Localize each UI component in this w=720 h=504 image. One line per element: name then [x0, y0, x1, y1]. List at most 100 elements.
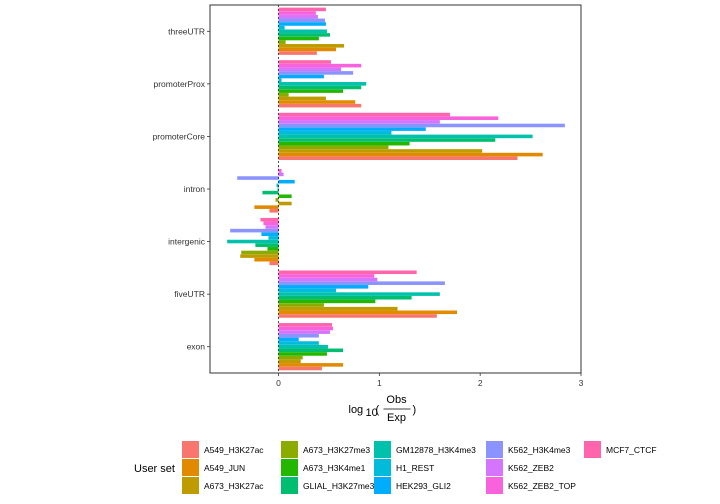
legend-label-GLIAL_H3K27me3: GLIAL_H3K27me3: [303, 481, 375, 491]
bar-promoterCore-K562_ZEB2: [278, 120, 440, 124]
bar-intergenic-K562_ZEB2: [265, 225, 279, 229]
bar-promoterCore-A673_H3K4me1: [278, 141, 410, 146]
bar-promoterProx-K562_ZEB2: [278, 67, 342, 72]
bar-intergenic-MCF7_CTCF: [260, 217, 279, 222]
x-tick-label-2: 2: [478, 378, 483, 388]
bar-promoterProx-A673_H3K4me1: [278, 89, 344, 93]
x-axis-title-close-paren: ): [413, 404, 417, 416]
bar-intergenic-GM12878_H3K4me3: [227, 239, 279, 244]
bar-intron-K562_ZEB2: [278, 172, 284, 177]
bar-promoterProx-H1_REST: [278, 78, 282, 82]
legend-key-A673_H3K27ac: [182, 477, 199, 494]
bar-threeUTR-GM12878_H3K4me3: [278, 29, 327, 34]
bar-fiveUTR-GLIAL_H3K27me3: [278, 295, 412, 300]
axes: exon fiveUTR intergenic intron promoterCore p…: [153, 4, 584, 424]
legend-title: User set: [134, 463, 175, 475]
bar-threeUTR-A673_H3K27ac: [278, 44, 345, 48]
bar-fiveUTR-GM12878_H3K4me3: [278, 292, 440, 296]
bar-fiveUTR-A673_H3K27me3: [278, 303, 324, 307]
x-axis-title-numerator: Obs: [386, 394, 407, 406]
bar-intron-GM12878_H3K4me3: [277, 187, 279, 191]
bar-intergenic-K562_ZEB2_TOP: [263, 221, 279, 226]
bar-threeUTR-K562_H3K4me3: [278, 18, 325, 23]
legend-key-HEK293_GLI2: [374, 477, 391, 494]
legend-key-K562_H3K4me3: [486, 441, 503, 458]
bar-intron-HEK293_GLI2: [278, 179, 295, 184]
legend-label-A549_H3K27ac: A549_H3K27ac: [204, 445, 264, 455]
legend-key-H1_REST: [374, 459, 391, 476]
bar-promoterCore-A549_JUN: [278, 152, 543, 157]
y-tick-label-intron: intron: [184, 184, 206, 194]
bar-threeUTR-MCF7_CTCF: [278, 7, 326, 12]
y-tick-label-exon: exon: [187, 342, 206, 352]
bar-fiveUTR-K562_ZEB2: [278, 277, 378, 282]
bar-intergenic-A549_JUN: [254, 257, 279, 262]
bar-fiveUTR-K562_H3K4me3: [278, 281, 445, 285]
legend-label-GM12878_H3K4me3: GM12878_H3K4me3: [396, 445, 476, 455]
bar-fiveUTR-A549_JUN: [278, 310, 457, 315]
bar-intron-K562_ZEB2_TOP: [278, 168, 282, 173]
legend-key-K562_ZEB2_TOP: [486, 477, 503, 494]
bar-exon-K562_ZEB2: [278, 330, 330, 334]
legend-label-K562_ZEB2: K562_ZEB2: [508, 463, 554, 473]
bar-exon-HEK293_GLI2: [278, 337, 299, 342]
bar-promoterProx-A673_H3K27ac: [278, 96, 326, 101]
bar-fiveUTR-HEK293_GLI2: [278, 285, 369, 289]
panel-border: [209, 4, 582, 374]
bar-threeUTR-GLIAL_H3K27me3: [278, 33, 330, 37]
bar-exon-H1_REST: [278, 341, 319, 345]
bar-promoterProx-K562_ZEB2_TOP: [278, 63, 362, 68]
legend-label-HEK293_GLI2: HEK293_GLI2: [396, 481, 451, 491]
bar-threeUTR-H1_REST: [278, 25, 285, 30]
legend: User set A549_H3K27ac A549_JUN A673_H3K27ac…: [134, 441, 657, 494]
legend-label-K562_ZEB2_TOP: K562_ZEB2_TOP: [508, 481, 576, 491]
bar-intron-GLIAL_H3K27me3: [262, 190, 279, 195]
legend-label-A549_JUN: A549_JUN: [204, 463, 245, 473]
bar-promoterProx-HEK293_GLI2: [278, 74, 324, 79]
x-axis-title-denominator: Exp: [387, 412, 406, 424]
bar-fiveUTR-A549_H3K27ac: [278, 314, 437, 318]
bar-fiveUTR-K562_ZEB2_TOP: [278, 274, 375, 278]
bar-intergenic-H1_REST: [268, 236, 279, 240]
bar-promoterProx-A549_JUN: [278, 100, 356, 104]
bar-intergenic-A673_H3K27me3: [241, 250, 279, 255]
bar-intron-A549_JUN: [254, 205, 279, 209]
bar-intron-A549_H3K27ac: [269, 209, 279, 213]
bar-intergenic-HEK293_GLI2: [261, 232, 279, 237]
legend-key-A673_H3K27me3: [281, 441, 298, 458]
bar-intron-A673_H3K27ac: [278, 201, 292, 206]
bar-promoterCore-HEK293_GLI2: [278, 127, 426, 131]
bar-exon-MCF7_CTCF: [278, 323, 332, 327]
bar-threeUTR-K562_ZEB2_TOP: [278, 11, 316, 15]
legend-key-K562_ZEB2: [486, 459, 503, 476]
legend-label-H1_REST: H1_REST: [396, 463, 434, 473]
legend-label-A673_H3K27ac: A673_H3K27ac: [204, 481, 264, 491]
y-tick-label-fiveUTR: fiveUTR: [174, 289, 205, 299]
legend-key-A673_H3K4me1: [281, 459, 298, 476]
plot-area: [227, 5, 565, 373]
bar-intergenic-A549_H3K27ac: [269, 261, 279, 266]
bar-intron-H1_REST: [276, 183, 279, 188]
bar-exon-K562_ZEB2_TOP: [278, 326, 333, 331]
x-axis-title: log 10(Obs Exp): [349, 394, 417, 424]
bar-exon-A673_H3K27me3: [278, 355, 303, 360]
bar-promoterProx-GM12878_H3K4me3: [278, 82, 367, 86]
bar-intergenic-A673_H3K4me1: [267, 247, 279, 251]
bar-exon-A549_JUN: [278, 363, 344, 367]
bar-promoterCore-A549_H3K27ac: [278, 156, 518, 161]
legend-label-A673_H3K4me1: A673_H3K4me1: [303, 463, 366, 473]
legend-key-A549_JUN: [182, 459, 199, 476]
x-tick-label-0: 0: [276, 378, 281, 388]
bar-exon-A673_H3K4me1: [278, 352, 327, 356]
bar-promoterProx-A549_H3K27ac: [278, 103, 362, 108]
legend-key-MCF7_CTCF: [584, 441, 601, 458]
bar-exon-GM12878_H3K4me3: [278, 344, 328, 349]
bar-promoterCore-K562_ZEB2_TOP: [278, 116, 499, 120]
y-tick-label-promoterCore: promoterCore: [153, 131, 206, 141]
y-tick-label-intergenic: intergenic: [168, 237, 206, 247]
bar-intergenic-K562_H3K4me3: [230, 228, 279, 233]
bar-promoterCore-H1_REST: [278, 130, 392, 135]
legend-key-GM12878_H3K4me3: [374, 441, 391, 458]
bar-threeUTR-K562_ZEB2: [278, 14, 318, 19]
